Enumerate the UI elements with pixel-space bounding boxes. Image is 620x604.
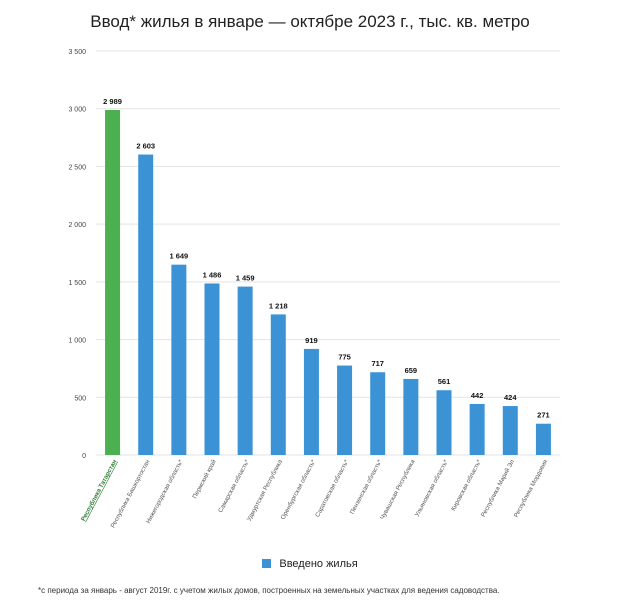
bar [270, 314, 286, 455]
x-tick-label: Нижегородская область* [145, 458, 185, 525]
y-tick-label: 0 [82, 453, 86, 460]
bar [403, 378, 419, 455]
x-tick-label: Самарская область* [217, 458, 251, 514]
x-tick-label: Республика Мордовия [513, 459, 549, 519]
x-tick-label: Республика Татарстан [80, 458, 118, 522]
y-tick-label: 2 500 [68, 164, 86, 171]
data-label: 271 [537, 411, 550, 420]
y-tick-label: 1 500 [68, 280, 86, 287]
x-tick-label: Республика Башкортостан [110, 459, 152, 530]
data-label: 659 [405, 366, 418, 375]
y-tick-label: 500 [74, 395, 86, 402]
data-label: 442 [471, 391, 484, 400]
data-label: 561 [438, 377, 451, 386]
data-label: 717 [371, 359, 384, 368]
gridlines [96, 50, 560, 456]
legend-label: Введено жилья [279, 558, 358, 570]
bar [436, 390, 452, 455]
x-tick-label: Оренбургская область* [280, 458, 318, 521]
data-labels: 2 989 2 603 1 649 1 486 1 459 1 218 919 775 717 6… [103, 97, 550, 420]
x-tick-label: Чувашская Республика [379, 458, 417, 521]
legend: Введено жилья [0, 558, 620, 570]
chart-title: Ввод* жилья в январе — октябре 2023 г., … [90, 12, 530, 31]
data-label: 1 218 [269, 301, 288, 310]
data-label: 2 989 [103, 97, 122, 106]
x-tick-label: Саратовская область* [314, 458, 350, 518]
y-tick-label: 1 000 [68, 338, 86, 345]
x-tick-label: Пермский край [191, 458, 218, 500]
bar [370, 372, 386, 455]
bar [303, 348, 319, 455]
bar [105, 109, 121, 455]
bar [469, 403, 485, 455]
x-tick-label: Удмуртская Республика [246, 458, 285, 522]
y-tick-label: 2 000 [68, 222, 86, 229]
data-label: 2 603 [136, 142, 155, 151]
data-label: 424 [504, 393, 517, 402]
y-tick-label: 3 500 [68, 49, 86, 56]
bar [337, 365, 353, 455]
bar [237, 286, 253, 455]
data-label: 919 [305, 336, 318, 345]
bar [502, 406, 518, 455]
bar [171, 264, 187, 455]
x-tick-label: Кировская область* [450, 458, 483, 512]
data-label: 1 649 [169, 252, 188, 261]
y-tick-label: 3 000 [68, 107, 86, 114]
x-tick-label: Ульяновская область* [414, 458, 450, 518]
bar [138, 154, 154, 455]
legend-swatch [262, 559, 272, 568]
data-label: 775 [338, 353, 351, 362]
bar [204, 283, 220, 455]
footnote: *с периода за январь - август 2019г. с у… [38, 586, 500, 595]
x-tick-label: Республика Марий Эл [480, 458, 516, 518]
bar [535, 423, 551, 455]
bars [105, 109, 551, 455]
y-axis-ticks: 0 500 1 000 1 500 2 000 2 500 3 000 3 500 [68, 49, 86, 460]
data-label: 1 486 [203, 270, 222, 279]
data-label: 1 459 [236, 274, 255, 283]
x-tick-label: Пензенская область* [349, 458, 384, 515]
